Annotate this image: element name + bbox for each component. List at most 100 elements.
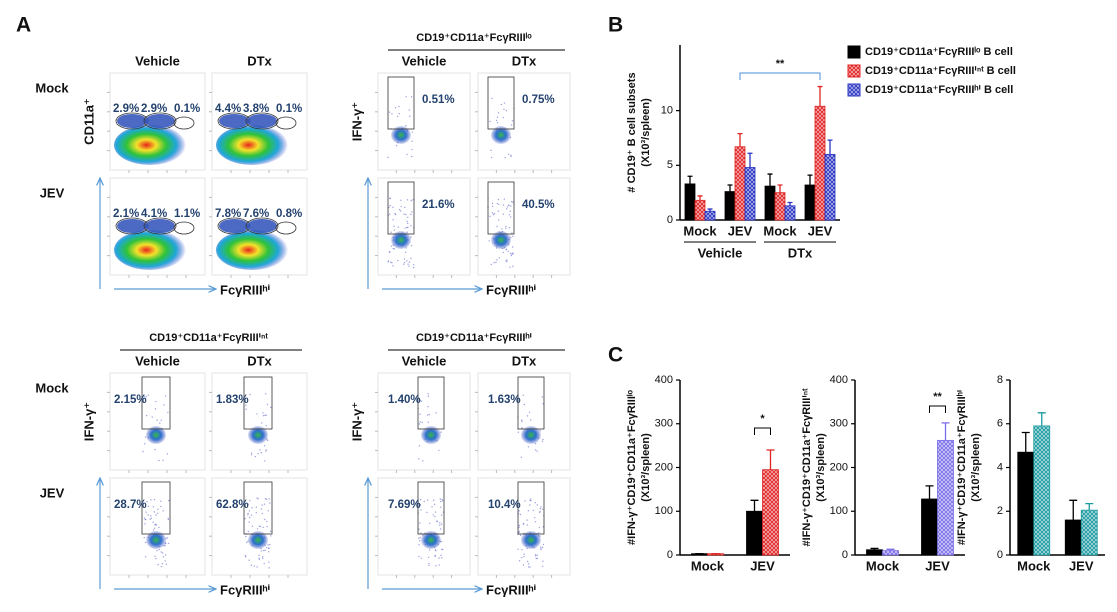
event-dot: [264, 518, 266, 521]
x-axis-label: FcγRIIIʰⁱ: [220, 582, 270, 597]
event-dot: [265, 424, 267, 427]
event-dot: [403, 258, 406, 260]
event-dot: [165, 563, 168, 565]
event-dot: [518, 531, 520, 534]
legend-label: CD19⁺CD11a⁺FcγRIIIʰⁱ B cell: [865, 84, 1013, 96]
event-dot: [440, 431, 442, 433]
y-axis-label: (X10³/spleen): [640, 433, 652, 502]
error-bar: [767, 173, 773, 187]
y-tick-label: 4: [997, 461, 1003, 473]
y-tick-label: 5: [667, 159, 673, 171]
event-cloud: [216, 125, 288, 165]
event-dot: [532, 509, 535, 512]
event-dot: [158, 526, 160, 529]
event-dot: [260, 452, 263, 454]
event-dot: [419, 522, 421, 524]
row-label: JEV: [40, 485, 65, 500]
event-dot: [245, 408, 247, 410]
event-dot: [529, 504, 531, 506]
event-dot: [257, 498, 259, 500]
x-tick-label: Mock: [691, 558, 725, 573]
gate-percent: 1.1%: [174, 208, 200, 220]
plot-frame: [211, 372, 308, 471]
error-bar: [747, 152, 753, 168]
event-dot: [390, 231, 392, 233]
bar: [762, 469, 779, 556]
event-dot: [260, 508, 263, 510]
event-dot: [262, 557, 264, 560]
event-dot: [143, 517, 146, 519]
event-dot: [160, 551, 162, 553]
event-dot: [529, 566, 531, 568]
event-dot: [506, 206, 509, 208]
event-dot: [262, 415, 265, 417]
event-dot: [502, 213, 505, 215]
event-dot: [429, 522, 431, 525]
event-dot: [256, 413, 258, 415]
event-dot: [390, 261, 392, 264]
event-dot: [510, 254, 513, 257]
error-bar: [766, 449, 775, 470]
event-cluster: [421, 531, 441, 549]
event-dot: [142, 450, 144, 453]
event-dot: [491, 205, 494, 207]
column-label: DTx: [247, 353, 272, 368]
event-dot: [538, 532, 540, 534]
event-dot: [154, 555, 156, 557]
event-dot: [542, 403, 544, 405]
event-dot: [526, 524, 528, 526]
event-dot: [436, 520, 438, 522]
event-dot: [145, 511, 147, 513]
event-dot: [510, 154, 512, 157]
event-dot: [395, 144, 398, 147]
event-dot: [420, 509, 422, 511]
event-dot: [521, 419, 523, 421]
event-cluster: [146, 426, 166, 444]
event-dot: [267, 544, 269, 546]
error-bar: [1021, 431, 1030, 453]
event-dot: [530, 419, 532, 421]
event-dot: [266, 403, 269, 406]
group-title: CD19⁺CD11a⁺FcγRIIIⁱⁿᵗ: [149, 332, 268, 344]
event-dot: [542, 560, 544, 562]
event-dot: [441, 548, 443, 550]
y-tick-label: 10: [661, 105, 673, 117]
event-dot: [418, 445, 421, 447]
gate: [275, 116, 297, 130]
flow-plot: 21.6%: [375, 177, 471, 278]
event-cluster: [117, 114, 147, 128]
event-dot: [143, 395, 146, 397]
gate: [243, 481, 273, 535]
event-dot: [387, 260, 390, 262]
event-cluster: [491, 126, 511, 144]
event-dot: [542, 543, 545, 546]
event-dot: [168, 499, 170, 502]
event-dot: [512, 252, 514, 254]
event-dot: [492, 213, 495, 216]
error-bar: [777, 184, 783, 193]
event-dot: [160, 500, 162, 502]
event-cluster: [248, 426, 268, 444]
event-dot: [410, 96, 413, 98]
y-axis-label: CD11a⁺: [81, 98, 96, 145]
event-dot: [521, 549, 523, 551]
gate-percent: 1.83%: [216, 394, 249, 406]
event-dot: [512, 201, 514, 203]
gate-percent: 21.6%: [422, 199, 455, 211]
event-dot: [497, 198, 500, 201]
event-dot: [266, 520, 268, 523]
bar: [784, 205, 796, 221]
event-dot: [396, 115, 399, 118]
event-dot: [439, 522, 441, 524]
bar: [734, 146, 746, 221]
event-dot: [398, 112, 400, 115]
event-dot: [406, 231, 408, 233]
plot-frame: [109, 177, 206, 276]
plot-frame: [477, 372, 571, 471]
event-dot: [536, 557, 538, 560]
gate-percent: 7.8%: [215, 208, 241, 220]
event-dot: [144, 518, 146, 521]
event-dot: [418, 537, 420, 540]
event-dot: [527, 566, 530, 568]
event-dot: [398, 105, 400, 108]
